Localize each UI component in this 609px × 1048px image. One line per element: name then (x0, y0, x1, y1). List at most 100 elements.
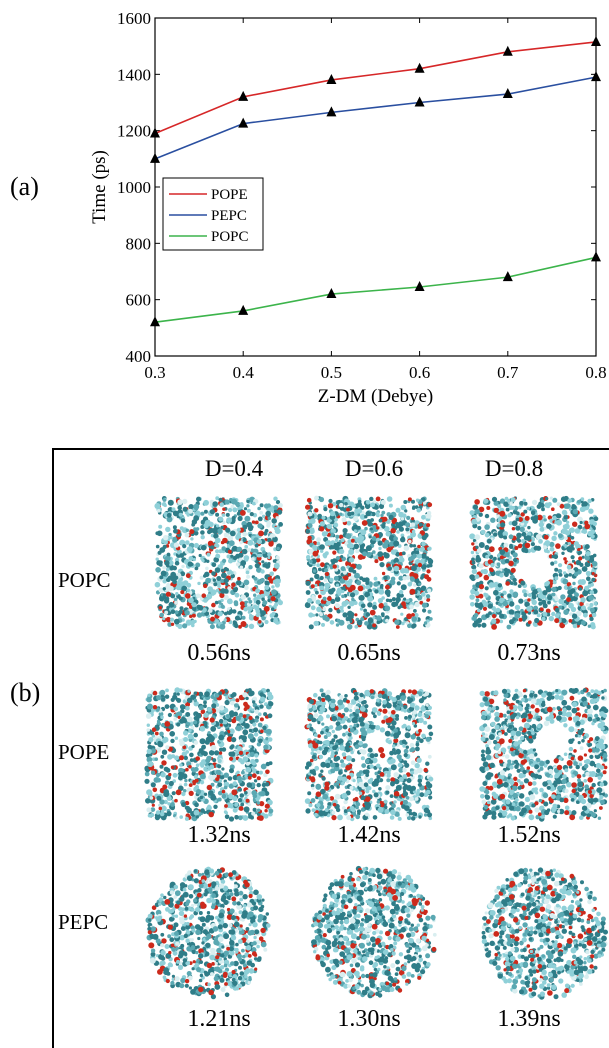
atom (377, 711, 381, 715)
atom (147, 749, 152, 754)
atom (393, 733, 399, 739)
atom (193, 782, 196, 785)
atom (177, 499, 183, 505)
atom (418, 718, 424, 724)
atom (155, 531, 159, 535)
atom (355, 744, 360, 749)
atom (563, 557, 567, 561)
atom (198, 605, 204, 611)
atom (218, 759, 222, 763)
atom (217, 764, 221, 768)
atom (193, 733, 198, 738)
atom (181, 565, 184, 568)
atom (428, 755, 432, 759)
atom (567, 499, 570, 502)
atom (555, 597, 559, 601)
atom (388, 740, 392, 744)
atom (513, 777, 517, 781)
atom (249, 729, 252, 732)
atom (248, 526, 253, 531)
atom (210, 509, 215, 514)
atom (472, 569, 477, 574)
atom (419, 792, 424, 797)
atom (243, 714, 247, 718)
atom (276, 556, 280, 560)
atom (237, 577, 241, 581)
atom (400, 695, 406, 701)
atom (418, 563, 422, 567)
atom (406, 613, 412, 619)
data-point-pepc (591, 71, 601, 81)
atom (188, 765, 192, 769)
atom (155, 732, 159, 736)
atom (376, 497, 381, 502)
atom (392, 748, 396, 752)
atom (222, 790, 226, 794)
atom (365, 813, 369, 817)
atom (516, 512, 520, 516)
atom (153, 691, 158, 696)
atom (314, 733, 318, 737)
atom (359, 693, 363, 697)
atom (411, 760, 416, 765)
atom (409, 589, 415, 595)
atom (559, 605, 563, 609)
atom (489, 568, 493, 572)
atom (410, 747, 415, 752)
atom (335, 763, 340, 768)
atom (538, 593, 543, 598)
atom (543, 603, 548, 608)
atom (389, 504, 393, 508)
atom (259, 511, 263, 515)
atom (393, 541, 399, 547)
atom (182, 499, 187, 504)
atom (199, 762, 203, 766)
atom (330, 768, 335, 773)
atom (218, 735, 224, 741)
atom (404, 568, 409, 573)
atom (269, 761, 273, 765)
atom (184, 756, 188, 760)
atom (170, 572, 176, 578)
atom (427, 577, 432, 582)
atom (224, 612, 228, 616)
atom (521, 612, 525, 616)
atom (500, 555, 504, 559)
atom (186, 573, 191, 578)
atom (185, 768, 189, 772)
atom (215, 567, 221, 573)
atom (372, 550, 376, 554)
atom (237, 746, 242, 751)
atom (185, 593, 191, 599)
atom (246, 762, 250, 766)
atom (384, 800, 388, 804)
atom (307, 791, 311, 795)
y-tick-label: 400 (126, 347, 152, 366)
atom (331, 815, 336, 820)
atom (248, 803, 251, 806)
atom (251, 812, 255, 816)
atom (369, 764, 373, 768)
atom (242, 616, 246, 620)
atom (150, 813, 154, 817)
atom (332, 811, 336, 815)
atom (378, 807, 384, 813)
atom (260, 610, 266, 616)
atom (578, 755, 584, 761)
atom (231, 737, 236, 742)
atom (215, 549, 219, 553)
atom (336, 584, 339, 587)
atom (337, 619, 341, 623)
atom (411, 517, 414, 520)
atom (221, 526, 224, 529)
atom (194, 716, 198, 720)
atom (253, 794, 258, 799)
atom (212, 501, 218, 507)
atom (558, 569, 563, 574)
atom (476, 598, 480, 602)
atom (372, 707, 378, 713)
atom (159, 606, 163, 610)
atom (170, 594, 175, 599)
atom (527, 526, 530, 529)
atom (248, 733, 254, 739)
